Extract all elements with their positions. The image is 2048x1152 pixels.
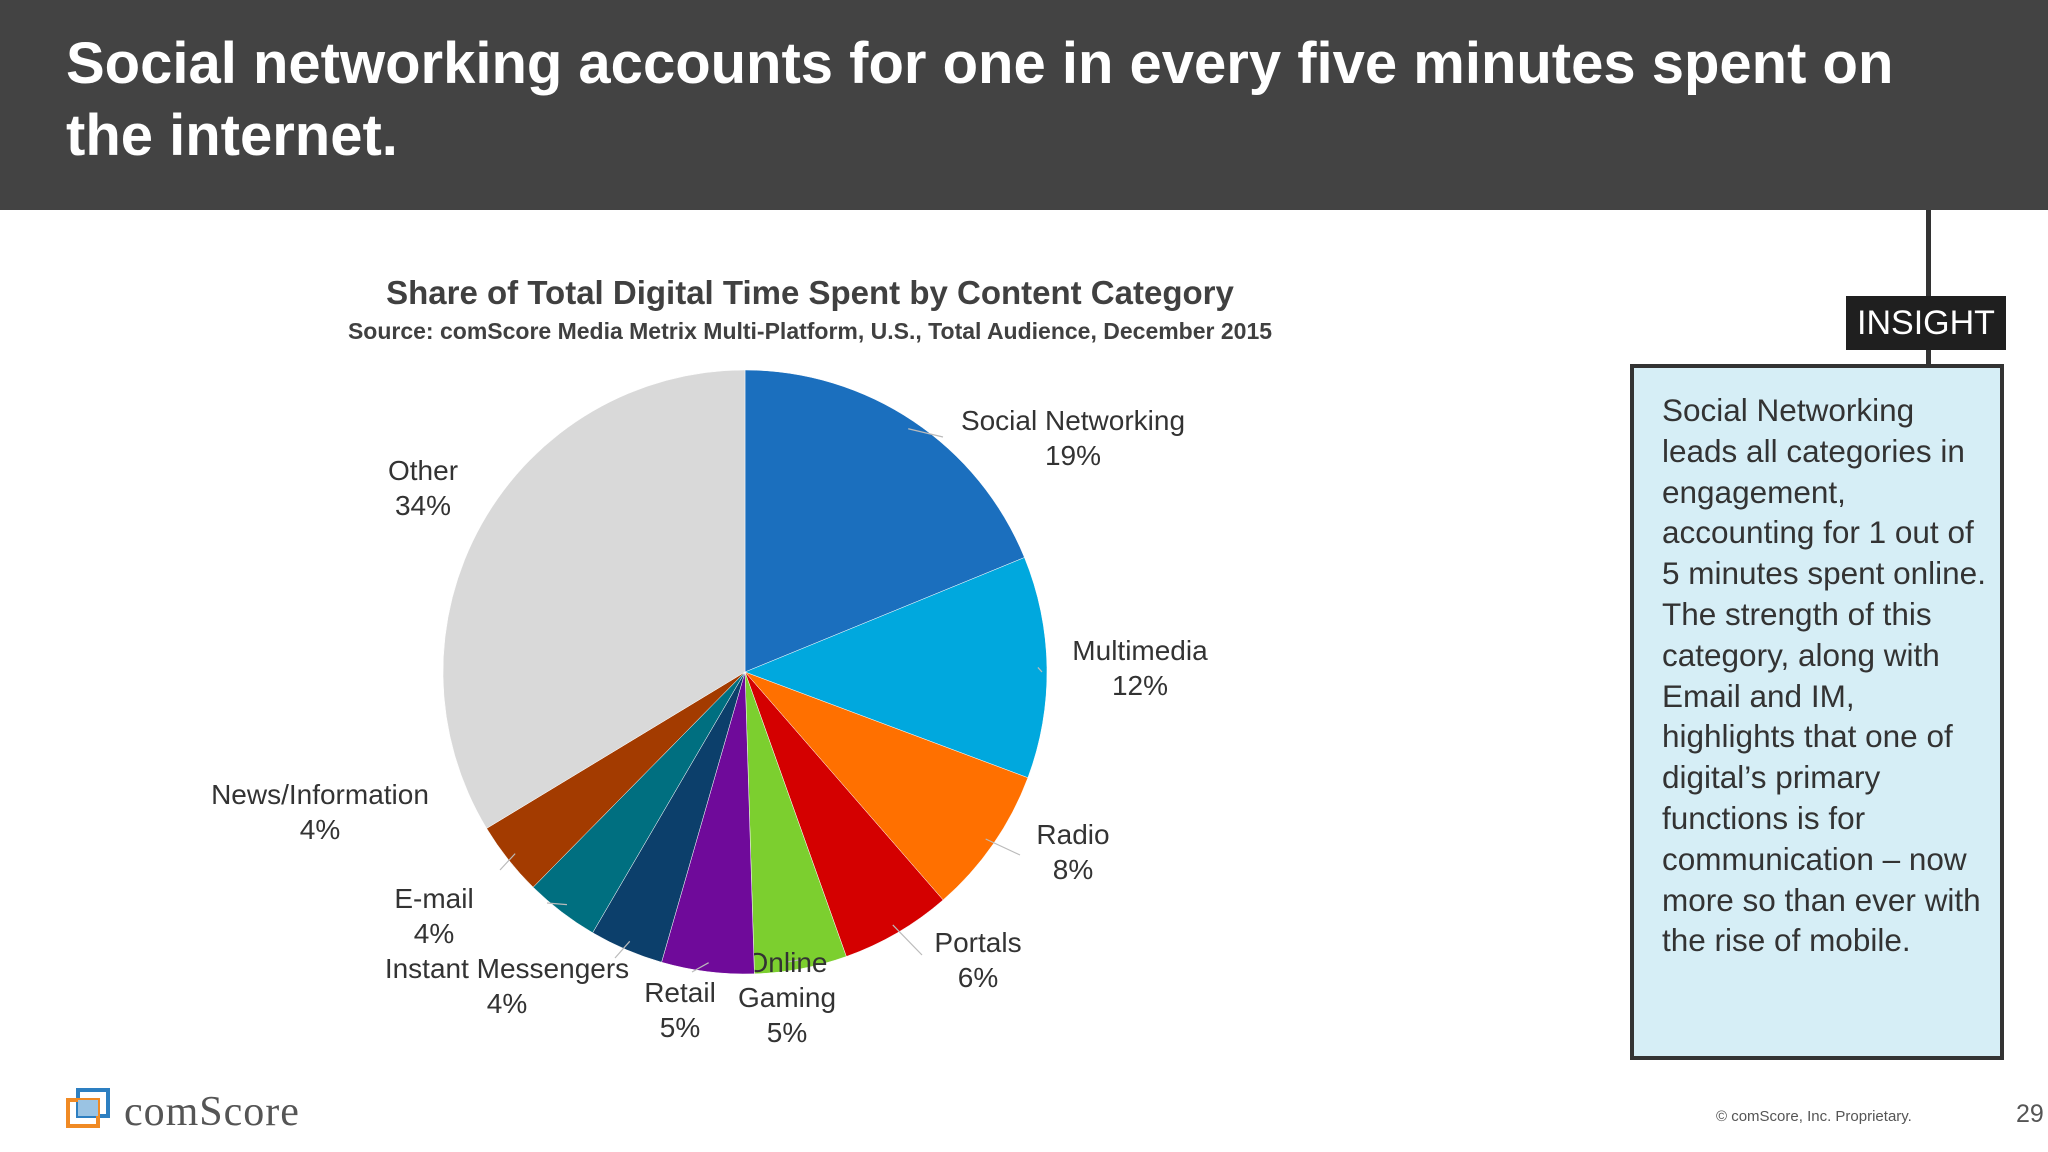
leader-line-social-networking <box>908 428 944 438</box>
slice-value-instant-messengers: 4% <box>487 988 527 1019</box>
copyright-notice: © comScore, Inc. Proprietary. <box>1716 1108 1912 1125</box>
slice-label-other: Other <box>388 455 458 486</box>
leader-line-multimedia <box>1037 667 1043 673</box>
slice-label-multimedia: Multimedia <box>1072 635 1208 666</box>
leader-line-online-gaming <box>786 959 800 963</box>
leader-line-e-mail <box>546 902 568 906</box>
insight-tag: INSIGHT <box>1846 296 2006 350</box>
slice-label-e-mail: E-mail <box>394 883 473 914</box>
insight-box: Social Networking leads all categories i… <box>1630 364 2004 1060</box>
slice-label-instant-messengers: Instant Messengers <box>385 953 629 984</box>
slice-value-e-mail: 4% <box>414 918 454 949</box>
slice-value-portals: 6% <box>958 962 998 993</box>
slice-label-retail: Retail <box>644 977 716 1008</box>
slice-value-multimedia: 12% <box>1112 670 1168 701</box>
pie-slice-social-networking <box>744 369 1025 673</box>
slice-value-online-gaming: 5% <box>767 1017 807 1048</box>
leader-line-radio <box>985 838 1021 856</box>
slice-label-news-information: News/Information <box>211 779 429 810</box>
pie-slice-multimedia <box>744 557 1048 779</box>
leader-line-retail <box>691 962 709 973</box>
leader-line-instant-messengers <box>614 940 631 959</box>
pie-slice-other <box>442 369 746 829</box>
slice-value-news-information: 4% <box>300 814 340 845</box>
insight-text: Social Networking leads all categories i… <box>1662 392 1986 959</box>
pie-slice-radio <box>744 671 1029 901</box>
slice-label-social-networking: Social Networking <box>961 405 1185 436</box>
leader-line-portals <box>892 924 923 956</box>
page-number: 29 <box>2016 1100 2044 1128</box>
leader-line-news-information <box>499 853 516 871</box>
comscore-logo-icon <box>66 1088 110 1128</box>
slice-value-social-networking: 19% <box>1045 440 1101 471</box>
slice-label-portals: Portals <box>934 927 1021 958</box>
comscore-logo-text: comScore <box>124 1089 300 1135</box>
slice-value-retail: 5% <box>660 1012 700 1043</box>
slice-value-other: 34% <box>395 490 451 521</box>
slice-value-radio: 8% <box>1053 854 1093 885</box>
slide-header: Social networking accounts for one in ev… <box>0 0 2048 210</box>
chart-subtitle: Source: comScore Media Metrix Multi-Plat… <box>347 318 1273 344</box>
chart-title: Share of Total Digital Time Spent by Con… <box>386 274 1234 311</box>
slice-label-online-gaming: Online Gaming <box>738 947 836 1013</box>
slide-title: Social networking accounts for one in ev… <box>66 31 1894 168</box>
slice-label-radio: Radio <box>1036 819 1109 850</box>
insight-connector-line <box>1926 210 1931 365</box>
